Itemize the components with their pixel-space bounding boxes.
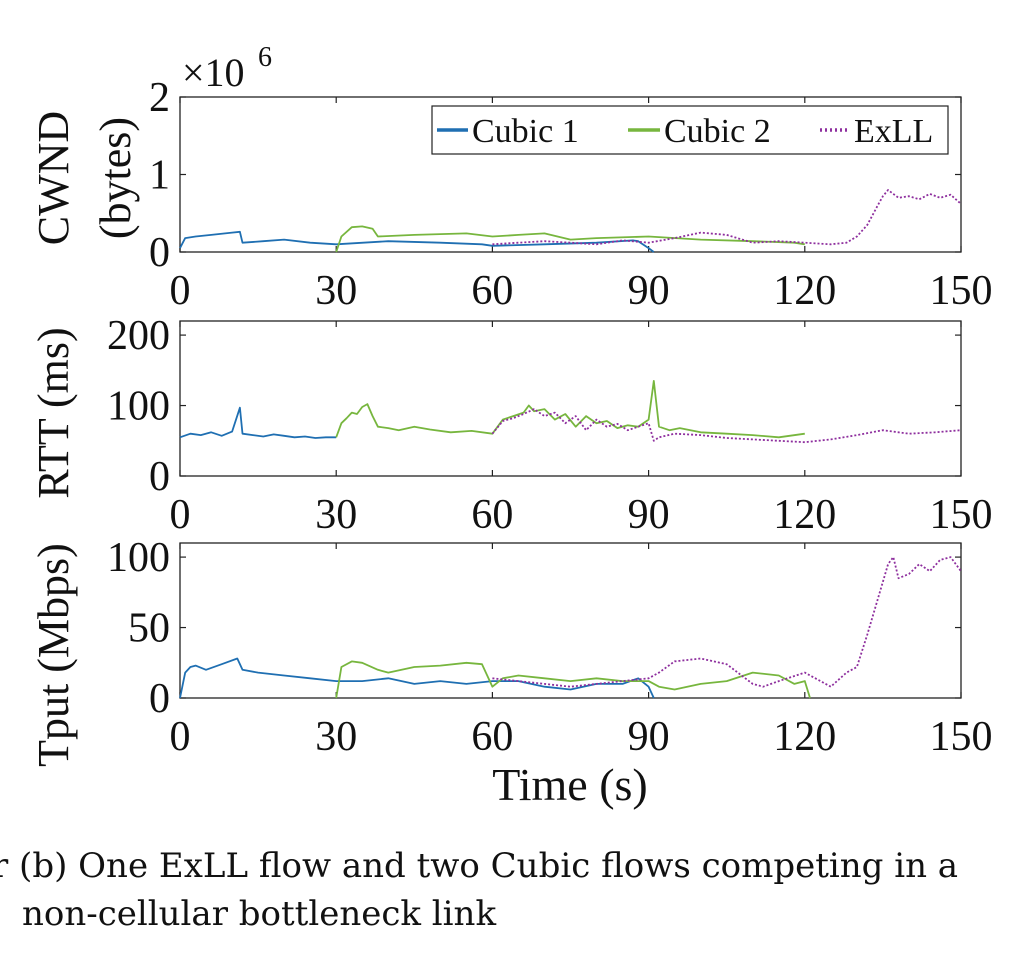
tput-series-cubic2 <box>335 660 811 699</box>
rtt-series-exll <box>491 408 962 444</box>
legend: Cubic 1 Cubic 2 ExLL <box>431 105 949 155</box>
rtt-panel: 0 30 60 90 120 150 0 100 200 <box>107 313 993 538</box>
rtt-axes-frame <box>179 320 962 477</box>
cwnd-series-cubic2 <box>335 225 805 253</box>
tput-xtick-label: 30 <box>315 714 357 760</box>
tput-ytick-label: 50 <box>128 606 170 652</box>
tput-xtick-label: 90 <box>628 714 670 760</box>
cwnd-xtick-label: 90 <box>628 268 670 314</box>
cwnd-exponent-label: ×10 <box>182 50 245 95</box>
cwnd-xtick-label: 120 <box>773 268 836 314</box>
rtt-ytick-label: 100 <box>107 384 170 430</box>
rtt-series-cubic1 <box>179 406 337 439</box>
caption-line1: One ExLL flow and two Cubic flows compet… <box>78 846 959 886</box>
tput-panel: 0 30 60 90 120 150 0 50 100 <box>107 535 993 760</box>
rtt-xtick-label: 120 <box>773 492 836 538</box>
tput-xtick-label: 60 <box>471 714 513 760</box>
x-axis-title: Time (s) <box>492 759 648 810</box>
rtt-ytick-label: 200 <box>107 313 170 359</box>
tput-ylabel: Tput (Mbps) <box>29 543 78 767</box>
legend-label-cubic2: Cubic 2 <box>664 113 771 150</box>
tput-xtick-label: 0 <box>170 714 191 760</box>
tput-xtick-label: 120 <box>773 714 836 760</box>
cwnd-ytick-label: 0 <box>149 230 170 276</box>
legend-label-exll: ExLL <box>854 113 933 150</box>
tput-ytick-label: 0 <box>149 676 170 722</box>
rtt-xtick-label: 150 <box>930 492 993 538</box>
legend-box <box>431 105 949 155</box>
caption-line1-wrapper: r (b) One ExLL flow and two Cubic flows … <box>0 842 958 890</box>
caption-line2: non-cellular bottleneck link <box>22 894 497 934</box>
rtt-ytick-label: 0 <box>149 454 170 500</box>
cwnd-xtick-label: 150 <box>930 268 993 314</box>
cwnd-xtick-label: 30 <box>315 268 357 314</box>
cwnd-series-exll <box>492 189 962 246</box>
tput-ytick-label: 100 <box>107 535 170 581</box>
rtt-xtick-label: 0 <box>170 492 191 538</box>
cwnd-xtick-label: 60 <box>471 268 513 314</box>
cwnd-ytick-label: 2 <box>149 75 170 121</box>
cwnd-panel: 0 30 60 90 120 150 0 1 2 <box>149 75 993 314</box>
cwnd-exponent-power: 6 <box>258 42 272 73</box>
tput-series-cubic1 <box>179 657 655 699</box>
cwnd-ytick-label: 1 <box>149 153 170 199</box>
tput-axes-frame <box>179 542 962 699</box>
rtt-xtick-label: 60 <box>471 492 513 538</box>
tput-series-exll <box>492 556 962 688</box>
cwnd-xtick-label: 0 <box>170 268 191 314</box>
tput-xtick-label: 150 <box>930 714 993 760</box>
caption-prefix: r (b) <box>0 846 68 886</box>
rtt-xtick-label: 90 <box>628 492 670 538</box>
cwnd-ylabel-line2: (bytes) <box>91 117 140 239</box>
rtt-xtick-label: 30 <box>315 492 357 538</box>
rtt-ylabel: RTT (ms) <box>29 327 78 498</box>
cwnd-ylabel-line1: CWND <box>29 111 78 245</box>
legend-label-cubic1: Cubic 1 <box>472 113 579 150</box>
rtt-series-cubic2 <box>335 380 805 439</box>
